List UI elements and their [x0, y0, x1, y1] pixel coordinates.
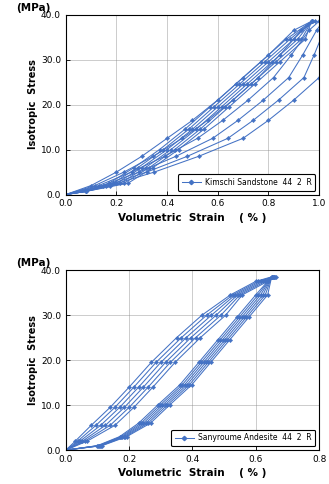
X-axis label: Volumetric  Strain    ( % ): Volumetric Strain ( % ) [118, 212, 266, 223]
X-axis label: Volumetric  Strain    ( % ): Volumetric Strain ( % ) [118, 468, 266, 478]
Text: (MPa): (MPa) [16, 3, 51, 13]
Text: (MPa): (MPa) [16, 258, 51, 268]
Legend: Sanyroume Andesite  44  2  R: Sanyroume Andesite 44 2 R [171, 430, 315, 446]
Legend: Kimschi Sandstone  44  2  R: Kimschi Sandstone 44 2 R [178, 174, 315, 191]
Y-axis label: Isotropic  Stress: Isotropic Stress [28, 60, 38, 150]
Y-axis label: Isotropic  Stress: Isotropic Stress [28, 315, 38, 405]
